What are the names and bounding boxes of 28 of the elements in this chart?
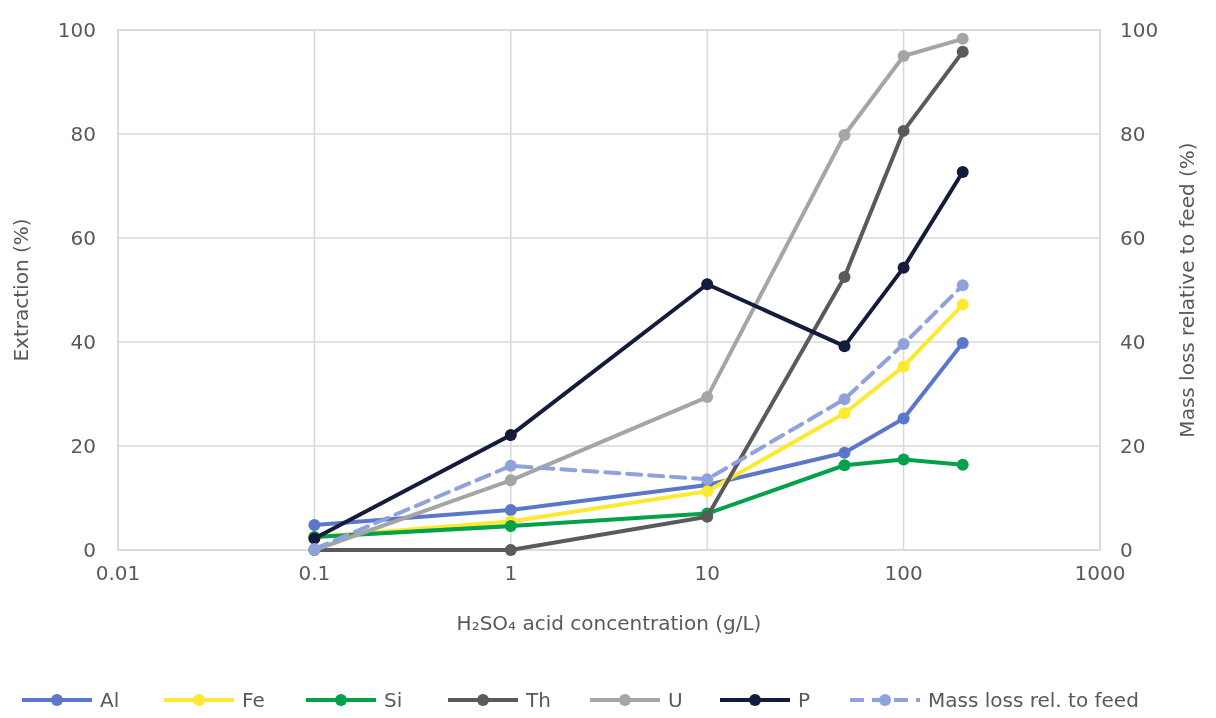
y-tick-label: 80 <box>70 122 96 146</box>
y-tick-label: 0 <box>83 538 96 562</box>
y2-tick-label: 60 <box>1120 226 1146 250</box>
legend-label: Mass loss rel. to feed <box>928 688 1139 712</box>
x-tick-label: 0.1 <box>298 561 331 585</box>
y-tick-label: 20 <box>70 434 96 458</box>
y-tick-label: 60 <box>70 226 96 250</box>
legend-label: U <box>668 688 683 712</box>
y2-tick-label: 40 <box>1120 330 1146 354</box>
legend-label: Al <box>100 688 120 712</box>
x-tick-label: 1 <box>504 561 518 585</box>
x-tick-label: 100 <box>884 561 923 585</box>
legend-label: Th <box>525 688 551 712</box>
legend-label: Fe <box>242 688 265 712</box>
legend-label: P <box>798 688 811 712</box>
x-tick-label: 0.01 <box>95 561 141 585</box>
y-axis-title: Extraction (%) <box>9 218 33 362</box>
x-axis-title: H₂SO₄ acid concentration (g/L) <box>456 611 762 635</box>
y2-axis-title: Mass loss relative to feed (%) <box>1175 142 1199 438</box>
x-tick-label: 1000 <box>1074 561 1126 585</box>
y2-tick-label: 100 <box>1120 18 1159 42</box>
y2-tick-label: 0 <box>1120 538 1133 562</box>
y2-tick-label: 80 <box>1120 122 1146 146</box>
y2-tick-label: 20 <box>1120 434 1146 458</box>
x-tick-label: 10 <box>694 561 720 585</box>
y-tick-label: 40 <box>70 330 96 354</box>
y-tick-label: 100 <box>57 18 96 42</box>
legend-label: Si <box>384 688 403 712</box>
